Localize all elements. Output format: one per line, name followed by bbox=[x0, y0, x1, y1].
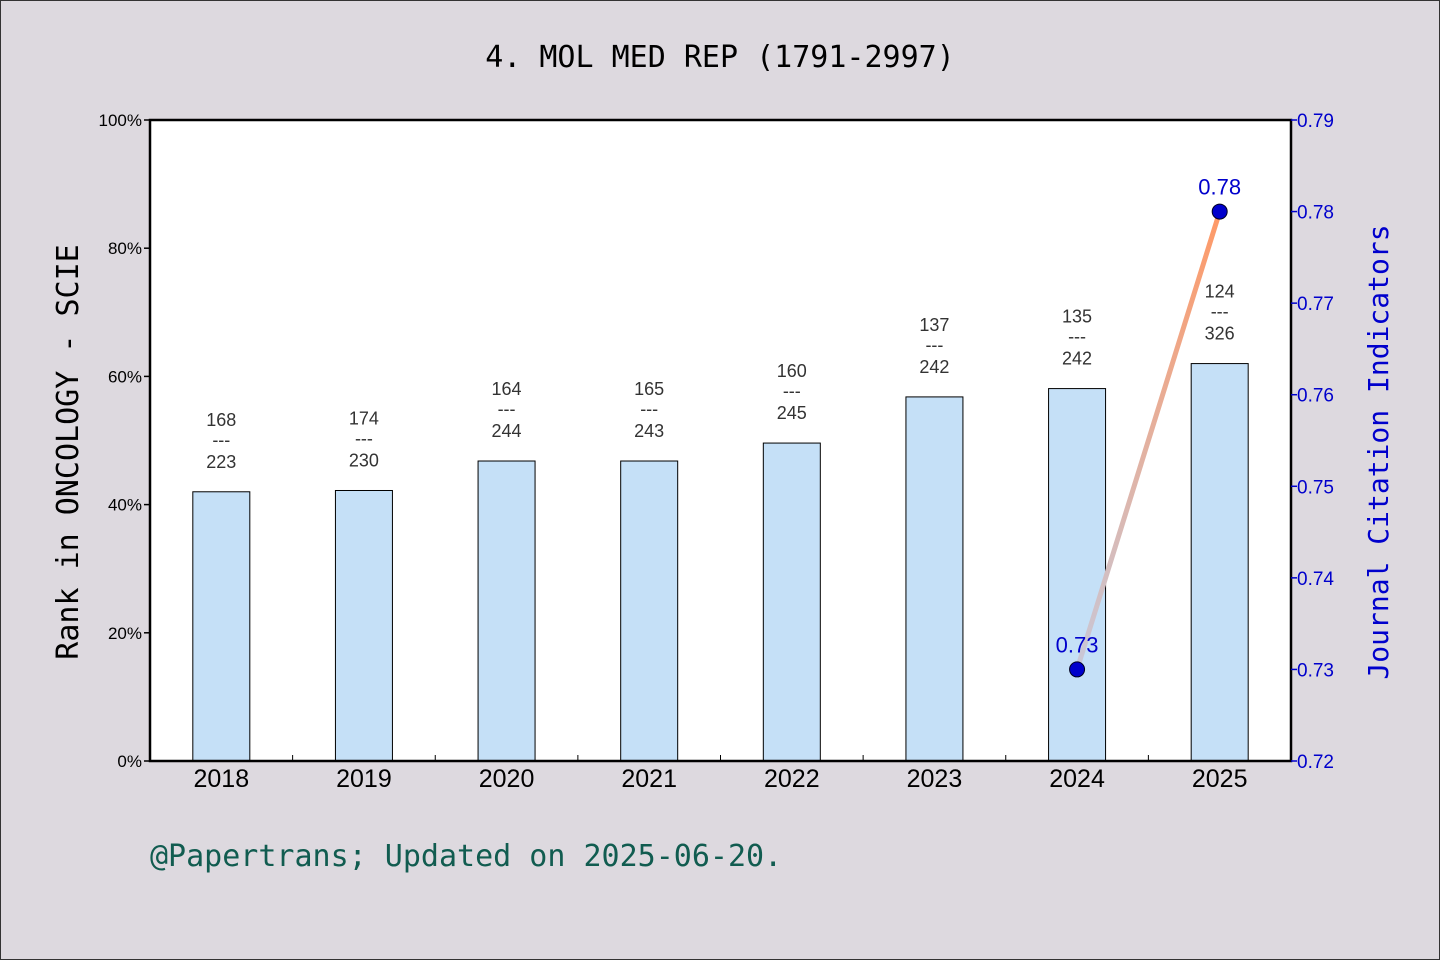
bar-separator-label: --- bbox=[355, 428, 373, 448]
bar-2020 bbox=[477, 460, 536, 762]
x-tick-label: 2024 bbox=[1049, 765, 1105, 793]
bar-rank-label: 168 bbox=[206, 410, 236, 430]
bar-total-label: 243 bbox=[634, 421, 664, 441]
right-tick-label: 0.75 bbox=[1297, 477, 1334, 498]
bar-rank-label: 160 bbox=[777, 361, 807, 381]
jci-point-2025 bbox=[1211, 203, 1228, 220]
x-tick-label: 2021 bbox=[621, 765, 677, 793]
bar-total-label: 223 bbox=[206, 452, 236, 472]
bar-separator-label: --- bbox=[1211, 302, 1229, 322]
jci-line bbox=[1074, 209, 1223, 672]
x-tick-label: 2020 bbox=[479, 765, 535, 793]
left-tick-label: 0% bbox=[117, 752, 142, 771]
y2-axis-label: Journal Citation Indicators bbox=[1362, 224, 1395, 679]
footer-note: @Papertrans; Updated on 2025-06-20. bbox=[150, 839, 782, 874]
bar-separator-label: --- bbox=[783, 381, 801, 401]
bar-total-label: 245 bbox=[777, 403, 807, 423]
bar-total-label: 242 bbox=[919, 357, 949, 377]
left-tick-label: 60% bbox=[108, 367, 142, 386]
jci-points-group: 0.73 0.78 bbox=[1056, 175, 1241, 678]
right-tick-label: 0.76 bbox=[1297, 386, 1334, 407]
right-tick-label: 0.78 bbox=[1297, 203, 1334, 224]
jci-point-label: 0.73 bbox=[1056, 632, 1099, 657]
left-tick-label: 80% bbox=[108, 239, 142, 258]
left-tick-label: 100% bbox=[99, 111, 142, 130]
bar-rank-label: 165 bbox=[634, 379, 664, 399]
bar-2022 bbox=[762, 442, 821, 762]
plot-area bbox=[150, 120, 1291, 761]
y-axis-label: Rank in ONCOLOGY - SCIE bbox=[51, 244, 86, 659]
x-tick-label: 2019 bbox=[336, 765, 392, 793]
bar-separator-label: --- bbox=[925, 335, 943, 355]
jci-point-label: 0.78 bbox=[1198, 175, 1241, 200]
bar-separator-label: --- bbox=[1068, 327, 1086, 347]
bar-total-label: 230 bbox=[349, 450, 379, 470]
bar-rank-label: 124 bbox=[1205, 282, 1235, 302]
left-tick-label: 40% bbox=[108, 496, 142, 515]
bar-separator-label: --- bbox=[640, 399, 658, 419]
bar-2023 bbox=[905, 396, 964, 762]
right-tick-label: 0.73 bbox=[1297, 660, 1334, 681]
bar-total-label: 326 bbox=[1205, 324, 1235, 344]
bar-labels-group: 168---223174---230164---244165---243160-… bbox=[206, 282, 1234, 472]
right-tick-label: 0.72 bbox=[1297, 752, 1334, 773]
bar-rank-label: 135 bbox=[1062, 307, 1092, 327]
bar-2018 bbox=[192, 491, 251, 762]
right-tick-label: 0.79 bbox=[1297, 111, 1334, 132]
left-axis-ticks: 0% 20% 40% 60% 80% 100% bbox=[99, 111, 150, 771]
bar-2021 bbox=[620, 460, 679, 762]
left-tick-label: 20% bbox=[108, 624, 142, 643]
chart-title: 4. MOL MED REP (1791-2997) bbox=[485, 40, 955, 75]
bar-total-label: 244 bbox=[492, 421, 522, 441]
x-tick-label: 2018 bbox=[194, 765, 250, 793]
bar-2019 bbox=[334, 489, 393, 762]
x-tick-label: 2023 bbox=[907, 765, 963, 793]
bar-separator-label: --- bbox=[212, 430, 230, 450]
x-axis-ticks: 2018 2019 2020 2021 2022 2023 2024 2025 bbox=[194, 755, 1248, 793]
bar-rank-label: 174 bbox=[349, 408, 379, 428]
x-tick-label: 2025 bbox=[1192, 765, 1248, 793]
jci-point-2024 bbox=[1069, 661, 1086, 678]
bar-separator-label: --- bbox=[498, 399, 516, 419]
right-tick-label: 0.74 bbox=[1297, 569, 1334, 590]
bar-total-label: 242 bbox=[1062, 349, 1092, 369]
bar-2025 bbox=[1190, 363, 1249, 762]
right-axis-ticks: 0.72 0.73 0.74 0.75 0.76 0.77 0.78 0.79 bbox=[1291, 111, 1334, 773]
bar-rank-label: 164 bbox=[492, 379, 522, 399]
x-tick-label: 2022 bbox=[764, 765, 820, 793]
right-tick-label: 0.77 bbox=[1297, 294, 1334, 315]
bar-rank-label: 137 bbox=[919, 315, 949, 335]
bar-2024 bbox=[1048, 388, 1107, 762]
